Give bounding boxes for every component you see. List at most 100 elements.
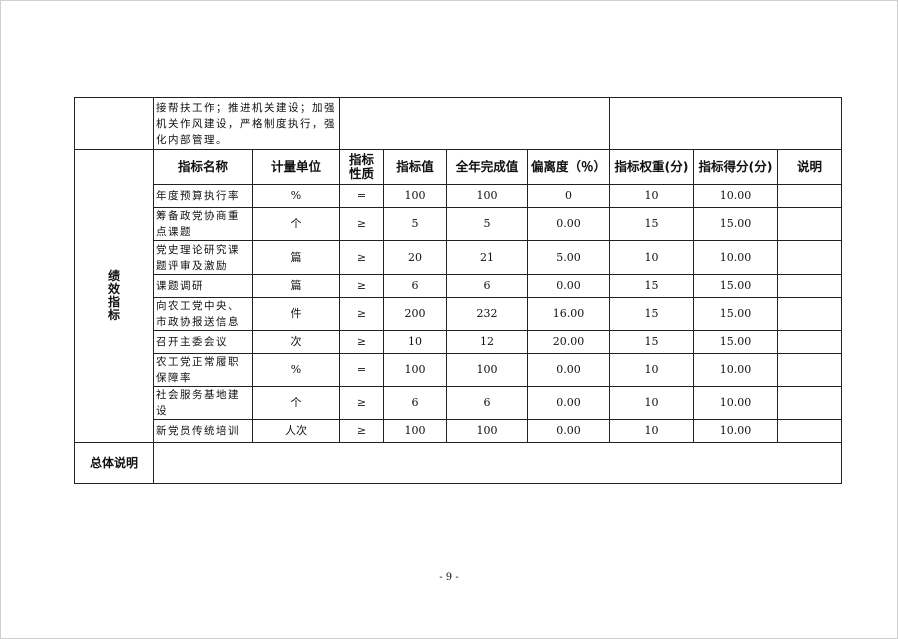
cell-note	[776, 207, 843, 241]
cell-weight: 15	[609, 207, 694, 241]
cell-actual: 5	[446, 207, 528, 241]
table-row: 向农工党中央、市政协报送信息件 ≥200 232 16.00 15 15.00	[75, 297, 843, 331]
cell-name: 课题调研	[153, 274, 253, 298]
cell-target: 6	[383, 386, 447, 420]
cell-nature: =	[339, 353, 384, 387]
column-header: 偏离度（％）	[527, 149, 610, 185]
cell-nature: =	[339, 184, 384, 208]
table-row: 农工党正常履职保障率% = 100 100 0.00 10 10.00	[75, 353, 843, 387]
cell-target: 5	[383, 207, 447, 241]
cell-note	[776, 297, 843, 331]
cell-score: 15.00	[693, 297, 778, 331]
cell-unit: 件	[252, 297, 340, 331]
summary-row: 总体说明	[74, 442, 843, 484]
performance-table: 接帮扶工作；推进机关建设；加强机关作风建设，严格制度执行，强化内部管理。 绩效指…	[74, 97, 843, 484]
cell-score: 15.00	[693, 274, 778, 298]
cell-nature: ≥	[339, 207, 384, 241]
cell-score: 10.00	[693, 386, 778, 420]
table-row: 课题调研篇 ≥6 6 0.00 15 15.00	[75, 274, 843, 298]
cell-note	[776, 353, 843, 387]
cell-name: 召开主委会议	[153, 330, 253, 354]
cell-target: 10	[383, 330, 447, 354]
table-row: 年度预算执行率% = 100 100 0 10 10.00	[75, 184, 843, 208]
cell-nature: ≥	[339, 419, 384, 443]
cell-score: 15.00	[693, 330, 778, 354]
cell-target: 100	[383, 419, 447, 443]
cell-note	[776, 184, 843, 208]
header-text: 指标性质	[348, 152, 374, 181]
cell-unit: 人次	[252, 419, 340, 443]
table-row: 党史理论研究课题评审及激励篇 ≥20 21 5.00 10 10.00	[75, 240, 843, 275]
cell-deviation: 0.00	[527, 207, 610, 241]
cell-weight: 15	[609, 330, 694, 354]
summary-text	[152, 442, 843, 484]
cell-target: 100	[383, 353, 447, 387]
table-row: 新党员传统培训 人次 ≥100 100 0.00 10 10.00	[75, 419, 843, 443]
cell-unit: 个	[252, 386, 340, 420]
cell-deviation: 0.00	[527, 353, 610, 387]
cell-target: 20	[383, 240, 447, 275]
cell-deviation: 16.00	[527, 297, 610, 331]
cell-actual: 6	[446, 386, 528, 420]
cell-name: 年度预算执行率	[153, 184, 253, 208]
cell-nature: ≥	[339, 274, 384, 298]
summary-label: 总体说明	[74, 442, 154, 484]
cell-unit: 篇	[252, 240, 340, 275]
cell-actual: 100	[446, 353, 528, 387]
cell-target: 100	[383, 184, 447, 208]
column-header: 计量单位	[252, 149, 340, 185]
top-row-text: 接帮扶工作；推进机关建设；加强机关作风建设，严格制度执行，强化内部管理。	[153, 97, 340, 150]
cell-name: 新党员传统培训	[153, 419, 253, 443]
cell-deviation: 0.00	[527, 274, 610, 298]
cell-weight: 15	[609, 297, 694, 331]
cell-note	[776, 240, 843, 275]
cell-name: 党史理论研究课题评审及激励	[153, 240, 253, 275]
cell-actual: 12	[446, 330, 528, 354]
cell-note	[776, 274, 843, 298]
cell-weight: 15	[609, 274, 694, 298]
cell-score: 10.00	[693, 184, 778, 208]
cell-target: 200	[383, 297, 447, 331]
table-row: 社会服务基地建设个 ≥6 6 0.00 10 10.00	[75, 386, 843, 420]
cell-deviation: 0.00	[527, 419, 610, 443]
cell-nature: ≥	[339, 386, 384, 420]
cell-weight: 10	[609, 184, 694, 208]
cell-unit: 次	[252, 330, 340, 354]
cell-actual: 100	[446, 184, 528, 208]
table-row: 筹备政党协商重点课题个 ≥5 5 0.00 15 15.00	[75, 207, 843, 241]
cell-name: 筹备政党协商重点课题	[153, 207, 253, 241]
cell-weight: 10	[609, 240, 694, 275]
cell-name: 农工党正常履职保障率	[153, 353, 253, 387]
cell-nature: ≥	[339, 240, 384, 275]
cell-weight: 10	[609, 353, 694, 387]
cell-nature: ≥	[339, 330, 384, 354]
cell-note	[776, 330, 843, 354]
empty-cell	[339, 97, 610, 150]
cell-note	[776, 419, 843, 443]
section-label: 绩效指标	[74, 149, 154, 443]
cell-unit: %	[252, 184, 340, 208]
cell-score: 10.00	[693, 419, 778, 443]
column-header: 指标得分(分)	[693, 149, 778, 185]
table-row: 召开主委会议次 ≥10 12 20.00 15 15.00	[75, 330, 843, 354]
cell-score: 10.00	[693, 240, 778, 275]
top-row: 接帮扶工作；推进机关建设；加强机关作风建设，严格制度执行，强化内部管理。	[74, 97, 843, 150]
column-header: 指标名称	[153, 149, 253, 185]
column-header: 说明	[776, 149, 843, 185]
column-header: 指标值	[383, 149, 447, 185]
cell-unit: %	[252, 353, 340, 387]
cell-actual: 6	[446, 274, 528, 298]
cell-unit: 篇	[252, 274, 340, 298]
cell-score: 15.00	[693, 207, 778, 241]
page-number: - 9 -	[439, 572, 459, 583]
cell-deviation: 20.00	[527, 330, 610, 354]
cell-weight: 10	[609, 419, 694, 443]
cell-target: 6	[383, 274, 447, 298]
cell-nature: ≥	[339, 297, 384, 331]
column-header: 指标性质	[339, 149, 384, 185]
column-header: 指标权重(分)	[609, 149, 694, 185]
cell-unit: 个	[252, 207, 340, 241]
empty-cell	[74, 97, 154, 150]
header-row: 绩效指标 指标名称 计量单位 指标性质 指标值 全年完成值 偏离度（％） 指标权重(分) 指标…	[74, 149, 843, 443]
column-header: 全年完成值	[446, 149, 528, 185]
